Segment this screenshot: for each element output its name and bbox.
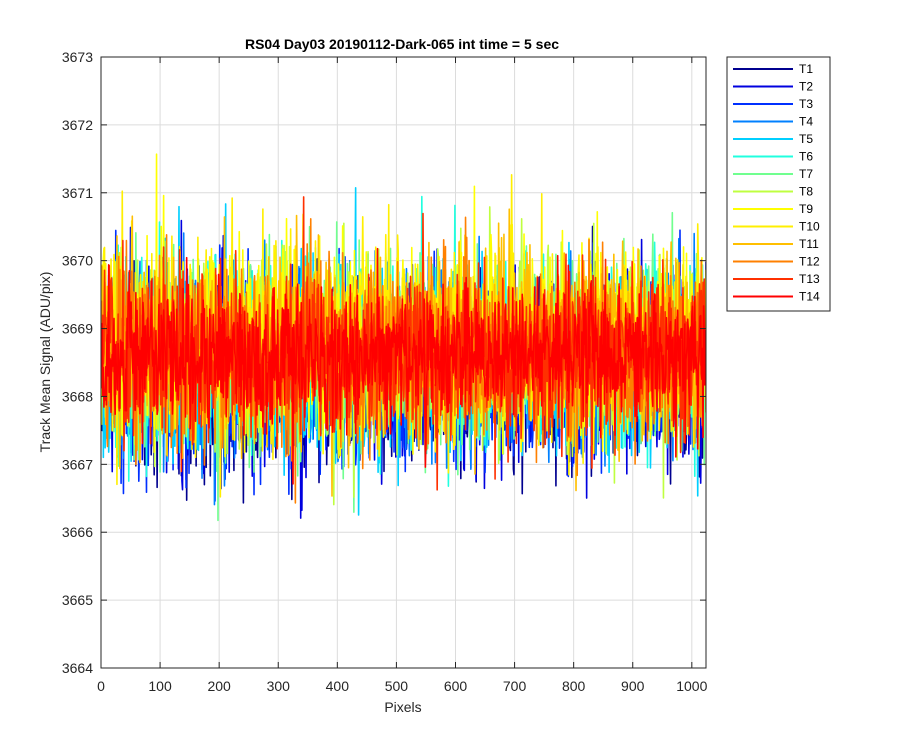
x-tick-label: 600 — [444, 678, 468, 694]
legend-items: T1 T2 T3 T4 T5 T6 T7 T8 T9 T10 T11 T12 T13 T14 — [733, 62, 820, 304]
y-tick-label: 3666 — [62, 524, 93, 540]
x-tick-label: 100 — [148, 678, 172, 694]
legend-label-t14: T14 — [799, 290, 820, 304]
y-tick-label: 3670 — [62, 253, 93, 269]
y-tick-label: 3672 — [62, 117, 93, 133]
legend-label-t4: T4 — [799, 115, 813, 129]
x-tick-label: 200 — [207, 678, 231, 694]
legend-label-t11: T11 — [799, 237, 819, 251]
legend-label-t2: T2 — [799, 80, 813, 94]
x-tick-label: 800 — [562, 678, 586, 694]
legend: T1 T2 T3 T4 T5 T6 T7 T8 T9 T10 T11 T12 T13 T14 — [726, 56, 831, 312]
x-tick-label: 400 — [326, 678, 350, 694]
legend-label-t3: T3 — [799, 97, 813, 111]
legend-label-t7: T7 — [799, 167, 813, 181]
legend-label-t8: T8 — [799, 185, 813, 199]
series-line-t14 — [101, 247, 706, 485]
x-tick-label: 1000 — [676, 678, 707, 694]
y-tick-label: 3667 — [62, 456, 93, 472]
x-tick-label: 700 — [503, 678, 527, 694]
y-tick-label: 3673 — [62, 49, 93, 65]
y-tick-label: 3668 — [62, 388, 93, 404]
legend-label-t13: T13 — [799, 272, 820, 286]
y-tick-labels: 3664 3665 3666 3667 3668 3669 3670 3671 3672 3673 — [62, 49, 93, 676]
y-tick-label: 3664 — [62, 660, 93, 676]
axes-box — [100, 56, 707, 669]
series-lines — [101, 153, 706, 522]
x-tick-label: 900 — [621, 678, 645, 694]
y-tick-label: 3669 — [62, 321, 93, 337]
x-tick-label: 500 — [385, 678, 409, 694]
ticks — [100, 56, 706, 669]
x-axis-label: Pixels — [384, 699, 421, 715]
plot-area — [100, 56, 707, 669]
x-tick-label: 0 — [97, 678, 105, 694]
x-tick-labels: 0 100 200 300 400 500 600 700 800 900 1000 — [97, 678, 707, 694]
x-tick-label: 300 — [267, 678, 291, 694]
legend-label-t1: T1 — [799, 62, 813, 76]
chart-title: RS04 Day03 20190112-Dark-065 int time = … — [245, 36, 559, 52]
legend-label-t10: T10 — [799, 220, 820, 234]
legend-label-t9: T9 — [799, 202, 813, 216]
legend-box — [726, 56, 831, 312]
legend-label-t6: T6 — [799, 150, 813, 164]
y-tick-label: 3665 — [62, 592, 93, 608]
y-tick-label: 3671 — [62, 185, 93, 201]
legend-label-t12: T12 — [799, 255, 820, 269]
y-axis-label: Track Mean Signal (ADU/pix) — [37, 272, 53, 453]
legend-label-t5: T5 — [799, 132, 813, 146]
